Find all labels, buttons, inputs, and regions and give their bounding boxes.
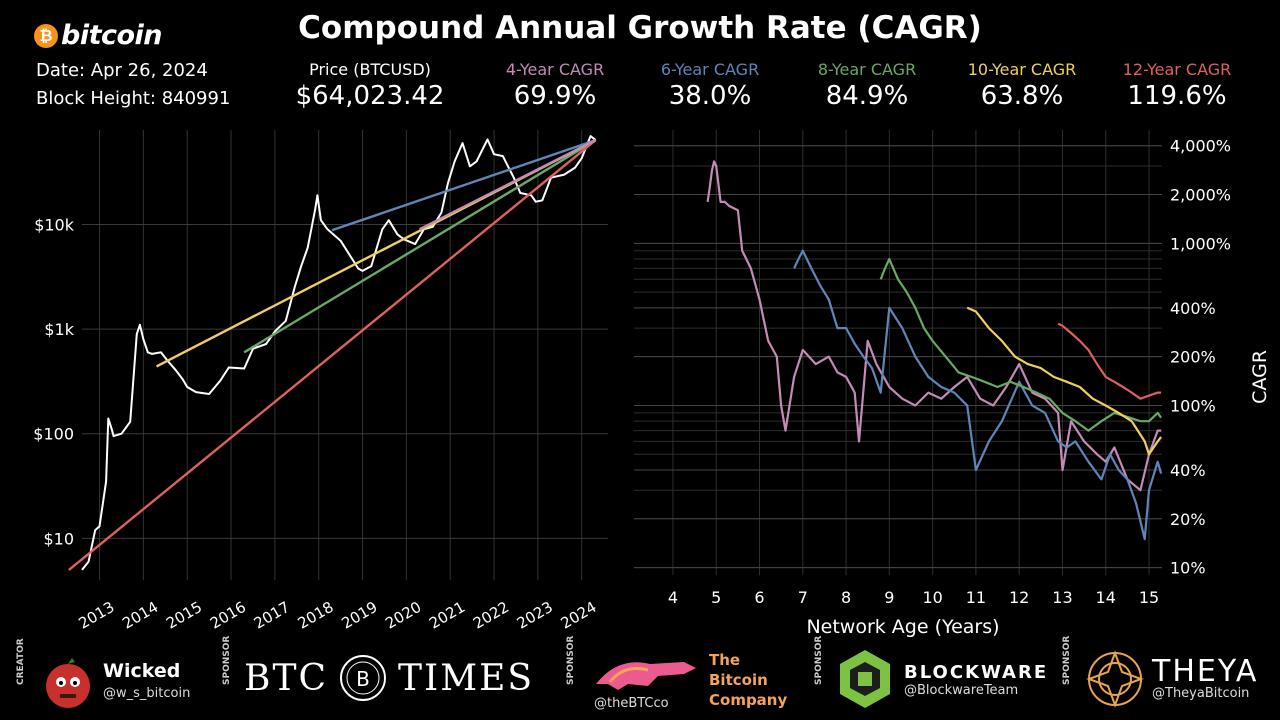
y-tick-label: 4,000% [1170, 137, 1231, 156]
y-tick-label: 400% [1170, 299, 1216, 318]
x-tick-label: 2016 [207, 598, 249, 633]
x-tick-label: 5 [711, 588, 721, 607]
bitcoin-company-turtle-icon [588, 654, 700, 694]
x-tick-label: 8 [841, 588, 851, 607]
cagr-stat-2: 6-Year CAGR 38.0% [625, 60, 795, 111]
x-tick-label: 9 [884, 588, 894, 607]
x-tick-label: 7 [798, 588, 808, 607]
y-tick-label: 2,000% [1170, 186, 1231, 205]
cagr-stat-label: 8-Year CAGR [782, 60, 952, 79]
cagr-stat-1: 4-Year CAGR 69.9% [470, 60, 640, 111]
x-tick-label: 6 [754, 588, 764, 607]
theya-handle: @TheyaBitcoin [1152, 686, 1249, 701]
btc-times-crest-icon: B [338, 650, 388, 706]
y-tick-label: 100% [1170, 396, 1216, 415]
bitcoin-company-line1: The [709, 650, 787, 670]
y-tick-label: 1,000% [1170, 234, 1231, 253]
x-tick-label: 2023 [514, 598, 556, 633]
x-tick-label: 2018 [295, 598, 337, 633]
bitcoin-company-name: The Bitcoin Company [709, 650, 787, 710]
cagr-stat-value: 119.6% [1092, 81, 1262, 111]
x-tick-label: 2014 [119, 598, 161, 633]
creator-tag: CREATOR [16, 638, 26, 685]
cagr-series [1058, 324, 1161, 399]
x-tick-label: 14 [1096, 588, 1116, 607]
x-tick-label: 13 [1052, 588, 1072, 607]
cagr-stat-value: 84.9% [782, 81, 952, 111]
blockware-logo-icon [836, 648, 894, 710]
x-tick-label: 2020 [382, 598, 424, 633]
sponsor-tag-1: SPONSOR [222, 636, 232, 685]
cagr-stat-value: 69.9% [470, 81, 640, 111]
chart-title: Compound Annual Growth Rate (CAGR) [0, 10, 1280, 46]
cagr-series [881, 259, 1161, 431]
sponsor-tag-4: SPONSOR [1062, 636, 1072, 685]
bitcoin-company-line2: Bitcoin [709, 670, 787, 690]
x-tick-label: 2013 [75, 598, 117, 633]
cagr-trend-line [420, 140, 596, 229]
block-height-label: Block Height: 840991 [36, 88, 230, 109]
blockware-name: BLOCKWARE [904, 662, 1048, 683]
x-tick-label: 11 [966, 588, 986, 607]
y-tick-label: $10 [43, 529, 74, 548]
y-tick-label: $1k [44, 320, 74, 339]
theya-logo-icon [1084, 648, 1146, 710]
cagr-stat-5: 12-Year CAGR 119.6% [1092, 60, 1262, 111]
sponsor-tag-3: SPONSOR [814, 636, 824, 685]
price-series [82, 136, 596, 570]
cagr-series [967, 308, 1161, 455]
btc-times-right: TIMES [398, 658, 534, 699]
x-axis-label: Network Age (Years) [806, 616, 999, 638]
blockware-handle: @BlockwareTeam [904, 683, 1018, 698]
date-label: Date: Apr 26, 2024 [36, 60, 208, 81]
y-tick-label: $100 [33, 425, 74, 444]
footer: CREATOR Wicked @w_s_bitcoin SPONSOR BTC … [0, 640, 1280, 720]
creator-handle: @w_s_bitcoin [103, 686, 190, 701]
y-tick-label: 200% [1170, 348, 1216, 367]
price-stat: Price (BTCUSD) $64,023.42 [285, 60, 455, 111]
cagr-stat-label: 4-Year CAGR [470, 60, 640, 79]
y-tick-label: 10% [1170, 559, 1206, 578]
cagr-stat-value: 38.0% [625, 81, 795, 111]
price-label: Price (BTCUSD) [285, 60, 455, 79]
y-tick-label: 40% [1170, 461, 1206, 480]
btc-times-left: BTC [244, 658, 328, 699]
bitcoin-company-handle: @theBTCco [594, 696, 669, 711]
cagr-chart: 4 5 6 7 8 9 10 11 12 13 14 15 10% 20% 40% 100% 200% 400% 1… [620, 125, 1280, 640]
wicked-avatar-icon [42, 658, 94, 710]
cagr-stat-label: 10-Year CAGR [937, 60, 1107, 79]
x-tick-label: 2017 [251, 598, 293, 633]
x-tick-label: 2024 [558, 598, 600, 633]
cagr-stat-4: 10-Year CAGR 63.8% [937, 60, 1107, 111]
y-axis-label: CAGR [1249, 350, 1271, 404]
theya-name: THEYA [1152, 654, 1258, 689]
sponsor-tag-2: SPONSOR [566, 636, 576, 685]
cagr-stat-label: 6-Year CAGR [625, 60, 795, 79]
cagr-stat-label: 12-Year CAGR [1092, 60, 1262, 79]
x-tick-label: 4 [668, 588, 678, 607]
cagr-stat-3: 8-Year CAGR 84.9% [782, 60, 952, 111]
cagr-trend-line [332, 140, 596, 230]
btc-times-crest-letter: B [356, 667, 370, 691]
cagr-trend-line [69, 140, 596, 570]
creator-name: Wicked [103, 660, 180, 682]
price-value: $64,023.42 [285, 81, 455, 111]
cagr-stat-value: 63.8% [937, 81, 1107, 111]
y-tick-label: $10k [34, 215, 75, 234]
x-tick-label: 10 [922, 588, 942, 607]
x-tick-label: 2022 [470, 598, 512, 633]
x-tick-label: 2015 [163, 598, 205, 633]
y-tick-label: 20% [1170, 510, 1206, 529]
x-tick-label: 15 [1139, 588, 1159, 607]
x-tick-label: 2019 [338, 598, 380, 633]
bitcoin-company-line3: Company [709, 690, 787, 710]
x-tick-label: 2021 [426, 598, 468, 633]
cagr-series [708, 161, 1162, 490]
cagr-trend-line [244, 140, 596, 352]
x-tick-label: 12 [1009, 588, 1029, 607]
